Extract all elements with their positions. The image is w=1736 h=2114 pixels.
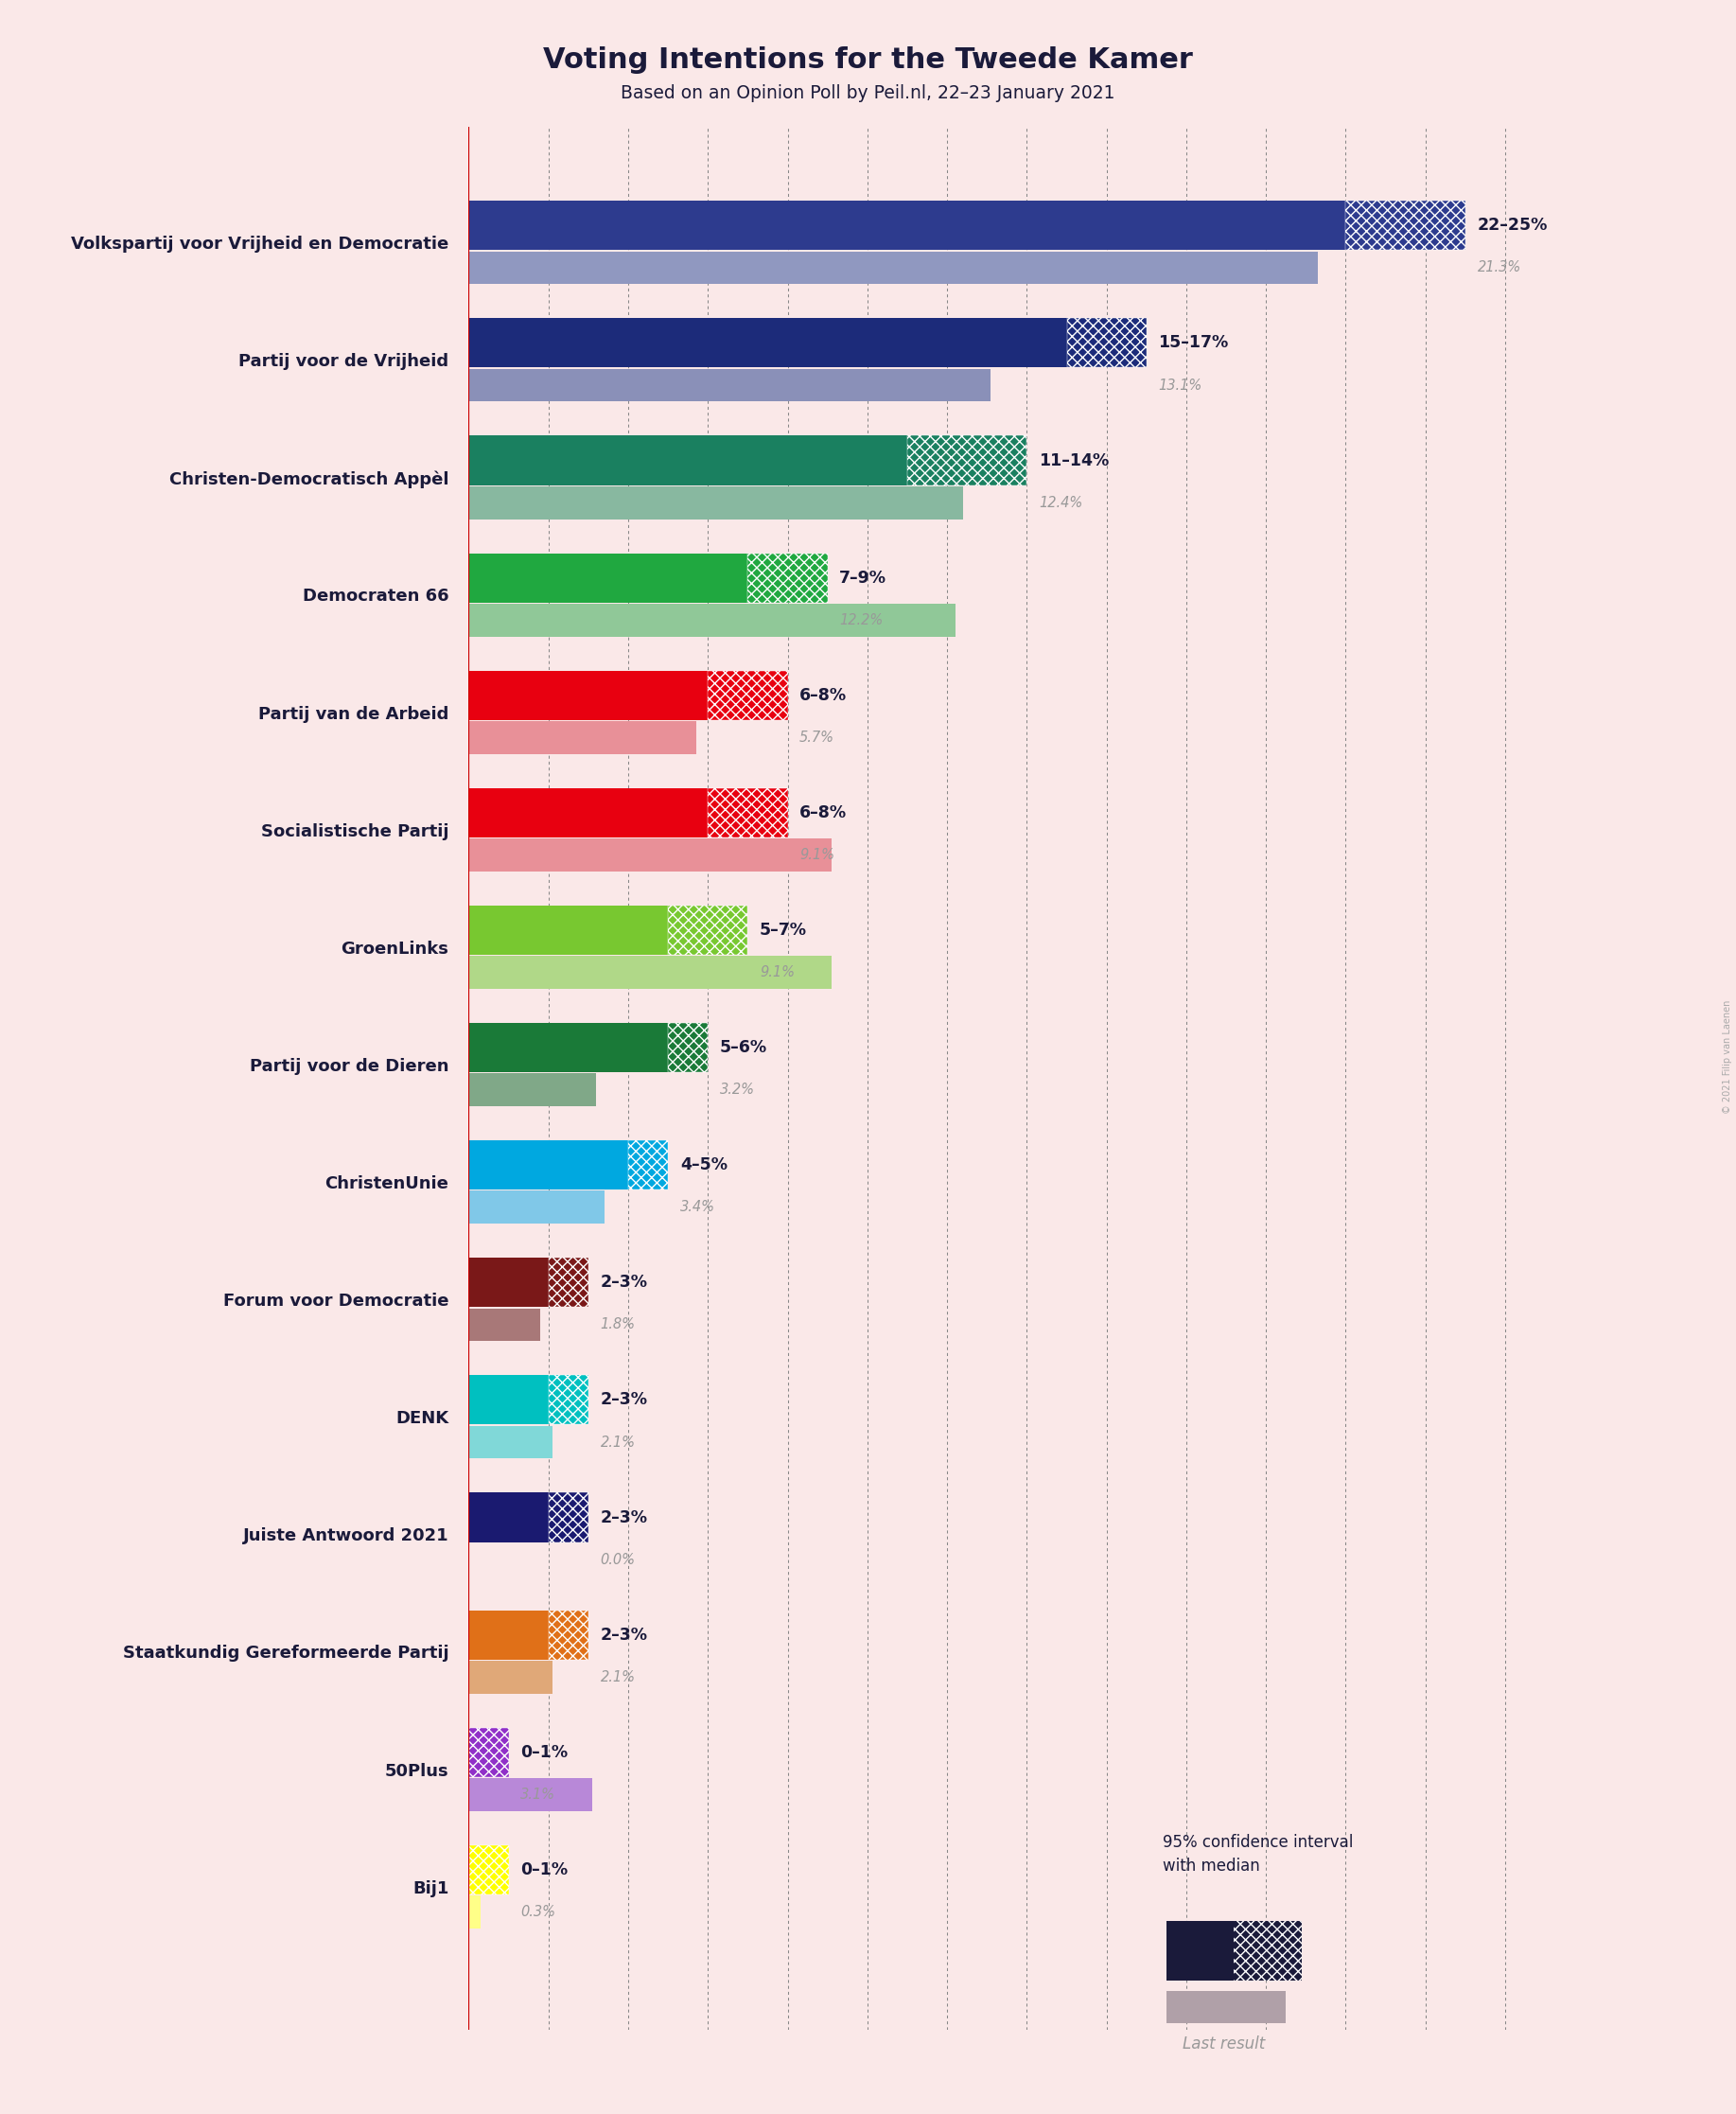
Bar [469,1023,668,1072]
Bar [469,1611,549,1659]
Text: 12.4%: 12.4% [1038,495,1083,509]
Bar [1066,319,1146,368]
Text: 3.1%: 3.1% [521,1788,556,1801]
Bar [469,435,908,484]
Bar [1167,1991,1286,2023]
Bar [469,1662,552,1693]
Text: 21.3%: 21.3% [1477,260,1521,275]
Bar [469,319,1066,368]
Text: 1.8%: 1.8% [601,1317,635,1332]
Text: 6–8%: 6–8% [800,803,847,820]
Text: 3.2%: 3.2% [720,1082,755,1097]
Bar [469,252,1318,283]
Text: Christen-Democratisch Appèl: Christen-Democratisch Appèl [168,471,450,488]
Bar [469,905,668,956]
Text: Socialistische Partij: Socialistische Partij [260,822,450,839]
Text: 13.1%: 13.1% [1158,378,1201,393]
Text: 5.7%: 5.7% [800,731,835,744]
Text: Bij1: Bij1 [413,1879,450,1896]
Text: 12.2%: 12.2% [840,613,884,628]
Text: 95% confidence interval
with median: 95% confidence interval with median [1163,1833,1352,1875]
Bar [549,1258,589,1306]
Bar [469,1258,549,1306]
Text: 5–7%: 5–7% [760,922,807,939]
Bar [469,1190,604,1224]
Bar [549,1611,589,1659]
Text: 22–25%: 22–25% [1477,218,1547,235]
Bar [469,839,832,871]
Bar [1234,1922,1302,1981]
Bar [469,1425,552,1459]
Text: DENK: DENK [396,1410,450,1427]
Text: 0.0%: 0.0% [601,1552,635,1566]
Text: 2–3%: 2–3% [601,1275,648,1292]
Bar [469,956,832,989]
Bar [708,670,788,721]
Text: 11–14%: 11–14% [1038,452,1109,469]
Text: © 2021 Filip van Laenen: © 2021 Filip van Laenen [1724,1000,1733,1114]
Text: Democraten 66: Democraten 66 [302,588,450,605]
Bar [469,486,963,520]
Bar [908,435,1026,484]
Text: 0–1%: 0–1% [521,1860,568,1877]
Text: 2–3%: 2–3% [601,1391,648,1408]
Text: 3.4%: 3.4% [681,1201,715,1213]
Text: Voting Intentions for the Tweede Kamer: Voting Intentions for the Tweede Kamer [543,47,1193,74]
Text: ChristenUnie: ChristenUnie [325,1175,450,1192]
Text: 2–3%: 2–3% [601,1626,648,1643]
Text: 2–3%: 2–3% [601,1509,648,1526]
Text: 15–17%: 15–17% [1158,334,1229,351]
Bar [469,1309,540,1340]
Bar [1167,1922,1234,1981]
Bar [748,554,828,602]
Text: Volkspartij voor Vrijheid en Democratie: Volkspartij voor Vrijheid en Democratie [71,237,450,254]
Bar [469,1727,509,1778]
Text: Juiste Antwoord 2021: Juiste Antwoord 2021 [243,1528,450,1545]
Text: 7–9%: 7–9% [840,569,887,586]
Text: 2.1%: 2.1% [601,1435,635,1450]
Text: 4–5%: 4–5% [681,1156,727,1173]
Bar [469,1492,549,1541]
Bar [469,201,1345,249]
Text: 0–1%: 0–1% [521,1744,568,1761]
Bar [469,721,696,755]
Text: 2.1%: 2.1% [601,1670,635,1685]
Text: Partij voor de Vrijheid: Partij voor de Vrijheid [238,353,450,370]
Text: Last result: Last result [1182,2036,1266,2053]
Text: 5–6%: 5–6% [720,1040,767,1057]
Bar [668,905,748,956]
Bar [469,1896,481,1928]
Bar [469,1376,549,1425]
Bar [708,789,788,837]
Bar [549,1376,589,1425]
Bar [549,1492,589,1541]
Text: GroenLinks: GroenLinks [340,941,450,958]
Bar [469,1778,592,1812]
Text: 9.1%: 9.1% [800,848,835,863]
Text: 9.1%: 9.1% [760,966,795,979]
Bar [469,1846,509,1894]
Bar [469,670,708,721]
Bar [1345,201,1465,249]
Text: Based on an Opinion Poll by Peil.nl, 22–23 January 2021: Based on an Opinion Poll by Peil.nl, 22–… [621,85,1115,104]
Bar [469,789,708,837]
Text: Forum voor Democratie: Forum voor Democratie [224,1294,450,1311]
Text: Staatkundig Gereformeerde Partij: Staatkundig Gereformeerde Partij [123,1645,450,1662]
Text: Partij van de Arbeid: Partij van de Arbeid [259,706,450,723]
Text: Partij voor de Dieren: Partij voor de Dieren [250,1057,450,1074]
Bar [628,1139,668,1190]
Text: 50Plus: 50Plus [385,1763,450,1780]
Text: 6–8%: 6–8% [800,687,847,704]
Bar [469,368,991,402]
Bar [469,605,955,636]
Bar [668,1023,708,1072]
Bar [469,1074,595,1106]
Bar [469,554,748,602]
Text: 0.3%: 0.3% [521,1905,556,1920]
Bar [469,1139,628,1190]
